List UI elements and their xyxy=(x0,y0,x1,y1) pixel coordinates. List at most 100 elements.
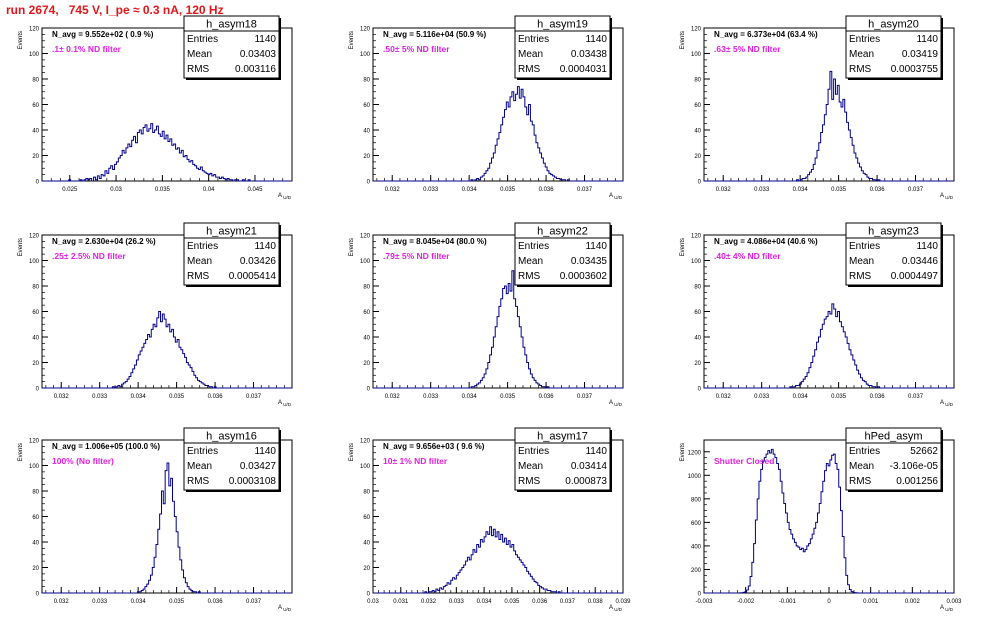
stat-label-rms: RMS xyxy=(849,476,872,487)
stat-value-rms: 0.0003755 xyxy=(891,64,939,75)
histogram-series xyxy=(704,303,954,389)
x-tick-label: 0.032 xyxy=(54,394,70,400)
y-tick-label: 40 xyxy=(363,336,370,342)
stats-box-frame xyxy=(514,427,611,491)
stat-label-mean: Mean xyxy=(518,49,543,60)
y-tick-label: 20 xyxy=(32,154,39,160)
histogram-name: h_asym16 xyxy=(206,431,257,443)
stat-value-mean: 0.03427 xyxy=(240,461,277,472)
x-tick-label: 0.037 xyxy=(246,394,262,400)
x-tick-label: 0.036 xyxy=(870,394,886,400)
stat-value-mean: 0.03426 xyxy=(240,256,277,267)
y-tick-label: 120 xyxy=(691,27,702,33)
y-tick-label: 0 xyxy=(36,387,40,393)
navg-label: N_avg = 9.552e+02 ( 0.9 %) xyxy=(52,30,154,39)
stat-value-entries: 1140 xyxy=(585,446,607,457)
y-axis-label: Events xyxy=(18,31,24,49)
y-axis-label: Events xyxy=(18,443,24,461)
histogram-series xyxy=(373,270,623,389)
stat-label-mean: Mean xyxy=(849,256,874,267)
stat-value-rms: 0.001256 xyxy=(896,476,938,487)
histogram-name: h_asym21 xyxy=(206,226,257,238)
y-tick-label: 0 xyxy=(698,387,702,393)
x-tick-label: 0.045 xyxy=(247,187,263,193)
x-tick-label: 0.032 xyxy=(421,599,437,605)
stat-label-mean: Mean xyxy=(187,461,212,472)
histogram-name: h_asym17 xyxy=(537,431,588,443)
stats-box-frame xyxy=(514,15,611,79)
stat-value-entries: 1140 xyxy=(916,34,938,45)
histogram-series xyxy=(704,448,954,594)
histogram-series xyxy=(704,70,954,182)
filter-note: .1± 0.1% ND filter xyxy=(52,44,122,54)
x-axis-label: A xyxy=(609,193,613,199)
y-axis-label: Events xyxy=(349,31,355,49)
page-title: run 2674, 745 V, I_pe ≈ 0.3 nA, 120 Hz xyxy=(6,3,224,17)
stat-value-mean: 0.03438 xyxy=(571,49,608,60)
x-tick-label: 0.034 xyxy=(477,599,493,605)
y-axis-label: Events xyxy=(680,238,686,256)
histogram-name: h_asym23 xyxy=(868,226,919,238)
x-tick-label: 0.039 xyxy=(615,599,631,605)
navg-label: N_avg = 4.086e+04 (40.6 %) xyxy=(714,237,818,246)
stat-label-rms: RMS xyxy=(849,64,872,75)
stat-label-mean: Mean xyxy=(518,461,543,472)
stat-label-entries: Entries xyxy=(187,34,218,45)
stat-value-mean: 0.03419 xyxy=(902,49,939,60)
navg-box xyxy=(48,29,180,39)
stat-value-entries: 1140 xyxy=(585,241,607,252)
navg-box xyxy=(379,29,511,39)
x-tick-label: 0.035 xyxy=(831,187,847,193)
histogram-panel-h_asym21: 0 20 40 60 80 100 120 Events 0.032 0.033 0.034 0.03… xyxy=(18,222,293,407)
y-tick-label: 400 xyxy=(691,544,702,550)
x-tick-label: 0.036 xyxy=(208,599,224,605)
filter-note: .79± 5% ND filter xyxy=(383,251,450,261)
stat-label-entries: Entries xyxy=(187,446,218,457)
navg-label: N_avg = 9.656e+03 ( 9.6 %) xyxy=(383,442,485,451)
y-tick-label: 60 xyxy=(363,515,370,521)
stats-box: h_asym23 Entries 1140 Mean 0.03446 RMS 0.00044… xyxy=(845,222,943,287)
x-axis-label: A xyxy=(278,400,282,406)
y-tick-label: 0 xyxy=(367,592,371,598)
y-tick-label: 60 xyxy=(694,103,701,109)
x-tick-label: 0.002 xyxy=(905,599,921,605)
histogram-panel-h_asym20: 0 20 40 60 80 100 120 Events 0.032 0.033 0.034 0.03… xyxy=(680,15,955,200)
navg-box xyxy=(710,29,842,39)
stat-value-entries: 1140 xyxy=(254,241,276,252)
stat-label-mean: Mean xyxy=(849,49,874,60)
histogram-series xyxy=(373,86,623,182)
y-tick-label: 40 xyxy=(32,336,39,342)
x-tick-label: 0.037 xyxy=(246,599,262,605)
navg-box xyxy=(379,441,511,451)
y-tick-label: 100 xyxy=(360,464,371,470)
stats-box: h_asym20 Entries 1140 Mean 0.03419 RMS 0.00037… xyxy=(845,15,943,80)
x-tick-label: -0.003 xyxy=(695,599,713,605)
x-tick-label: 0 xyxy=(827,599,831,605)
filter-note: .50± 5% ND filter xyxy=(383,44,450,54)
x-tick-label: 0.037 xyxy=(560,599,576,605)
stat-label-rms: RMS xyxy=(187,271,210,282)
x-tick-label: 0.031 xyxy=(393,599,409,605)
x-tick-label: 0.033 xyxy=(92,394,108,400)
y-tick-label: 20 xyxy=(363,361,370,367)
x-tick-label: 0.034 xyxy=(793,187,809,193)
x-axis-label: A xyxy=(940,400,944,406)
x-axis-label: A xyxy=(609,400,613,406)
histogram-panel-h_asym16: 0 20 40 60 80 100 120 Events 0.032 0.033 0.034 0.03… xyxy=(18,427,293,612)
navg-label: N_avg = 1.006e+05 (100.0 %) xyxy=(52,442,160,451)
y-tick-label: 60 xyxy=(32,103,39,109)
y-tick-label: 40 xyxy=(694,336,701,342)
stat-label-entries: Entries xyxy=(518,34,549,45)
x-axis-label: A xyxy=(278,193,282,199)
x-tick-label: 0.037 xyxy=(577,394,593,400)
stat-label-mean: Mean xyxy=(849,461,874,472)
y-tick-label: 100 xyxy=(29,52,40,58)
x-tick-label: 0.034 xyxy=(462,187,478,193)
y-axis-label: Events xyxy=(349,238,355,256)
x-tick-label: 0.025 xyxy=(62,187,78,193)
x-tick-label: 0.04 xyxy=(203,187,215,193)
x-tick-label: 0.001 xyxy=(863,599,879,605)
navg-box xyxy=(48,441,180,451)
navg-label: N_avg = 2.630e+04 (26.2 %) xyxy=(52,237,156,246)
